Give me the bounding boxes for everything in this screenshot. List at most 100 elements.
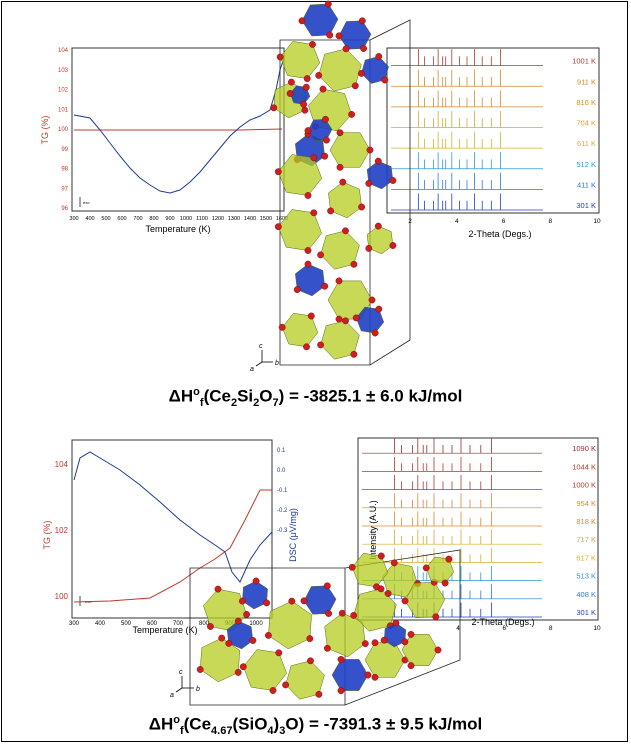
sio4-tetrahedron bbox=[338, 20, 372, 50]
ce-polyhedron bbox=[425, 556, 455, 584]
xrd-y-label-2: Intensity (A.U.) bbox=[368, 500, 378, 560]
oxygen-atom bbox=[371, 639, 379, 647]
oxygen-atom bbox=[196, 666, 204, 673]
ce-polyhedron bbox=[285, 660, 325, 700]
tg-tick-label: 104 bbox=[58, 48, 69, 54]
dsc-axis-label-2: DSC (μV/mg) bbox=[288, 508, 298, 562]
tg-tick-label: 103 bbox=[58, 68, 69, 74]
sio4-tetrahedron bbox=[301, 3, 339, 37]
oxygen-atom bbox=[441, 579, 449, 587]
oxygen-atom bbox=[390, 559, 398, 567]
x-tick-label: 800 bbox=[149, 216, 158, 222]
xrd-temperature-label: 611 K bbox=[577, 139, 596, 148]
tg-curve-1 bbox=[74, 128, 283, 131]
xrd-x-tick: 10 bbox=[593, 218, 601, 225]
oxygen-atom bbox=[358, 203, 365, 211]
axis-triad-1: c b a bbox=[250, 343, 279, 373]
oxygen-atom bbox=[282, 681, 289, 689]
tg-dsc-plot-2: 104 102 100 0.1 0.0 -0.1 -0.2 -0.3 300 400 500 60… bbox=[42, 439, 298, 635]
x-tick-label: 500 bbox=[101, 216, 110, 222]
oxygen-atom bbox=[336, 129, 344, 137]
oxygen-atom bbox=[335, 277, 343, 285]
tg-dsc-plot-1: 104 103 102 101 100 99 98 97 96 300 400 500 600 700 8… bbox=[40, 47, 288, 234]
xrd-temperature-label: 408 K bbox=[576, 590, 596, 599]
oxygen-atom bbox=[322, 115, 329, 123]
x-tick-label: 700 bbox=[173, 621, 184, 627]
oxygen-atom bbox=[342, 317, 349, 325]
ce-polyhedron bbox=[404, 581, 446, 619]
ce-polyhedron bbox=[278, 154, 322, 196]
axis-a-2: a bbox=[170, 692, 174, 699]
oxygen-atom bbox=[243, 610, 251, 618]
oxygen-atom bbox=[432, 613, 440, 621]
ce-polyhedron bbox=[243, 649, 287, 691]
oxygen-atom bbox=[326, 31, 334, 39]
ce-polyhedron bbox=[364, 642, 406, 678]
tg-tick-label: 96 bbox=[61, 206, 68, 212]
x-tick-label: 800 bbox=[199, 621, 210, 627]
xrd-temperature-label: 411 K bbox=[577, 180, 596, 189]
xrd-x-tick: 4 bbox=[456, 625, 460, 632]
dsc-tick-label: 0.1 bbox=[277, 448, 286, 454]
oxygen-atom bbox=[307, 657, 314, 665]
xrd-x-label-1: 2-Theta (Degs.) bbox=[468, 229, 531, 239]
oxygen-atom bbox=[264, 631, 272, 639]
x-tick-label: 1000 bbox=[180, 216, 192, 222]
oxygen-atom bbox=[407, 630, 415, 638]
oxygen-atom bbox=[377, 552, 385, 560]
x-tick-label: 700 bbox=[133, 216, 142, 222]
xrd-temperature-label: 911 K bbox=[577, 77, 596, 86]
equation-2: ΔHof(Ce4.67(SiO4)3O) = -7391.3 ± 9.5 kJ/… bbox=[148, 714, 483, 738]
x-tick-label: 1200 bbox=[212, 216, 224, 222]
oxygen-atom bbox=[288, 597, 296, 605]
x-tick-label: 900 bbox=[165, 216, 174, 222]
xrd-temperature-label: 617 K bbox=[576, 553, 596, 562]
axis-c-1: c bbox=[259, 343, 263, 350]
xrd-temperature-label: 1044 K bbox=[572, 462, 596, 471]
tg-tick-label: 102 bbox=[58, 88, 69, 94]
oxygen-atom bbox=[287, 78, 295, 86]
ce-polyhedron bbox=[329, 132, 371, 168]
x-tick-label: 1500 bbox=[260, 216, 272, 222]
oxygen-atom bbox=[306, 635, 314, 643]
xrd-x-label-2: 2-Theta (Degs.) bbox=[471, 617, 534, 627]
oxygen-atom bbox=[275, 649, 283, 657]
oxygen-atom bbox=[304, 260, 312, 268]
oxygen-atom bbox=[401, 638, 409, 646]
oxygen-atom bbox=[335, 32, 343, 40]
oxygen-atom bbox=[336, 163, 344, 171]
ce-polyhedron bbox=[366, 225, 394, 255]
oxygen-atom bbox=[298, 17, 306, 25]
tg-tick-label: 98 bbox=[61, 167, 68, 173]
x-tick-label: 400 bbox=[85, 216, 94, 222]
oxygen-atom bbox=[339, 178, 347, 186]
ce-polyhedron bbox=[353, 588, 397, 632]
oxygen-atom bbox=[358, 17, 366, 25]
oxygen-atom bbox=[325, 610, 332, 617]
oxygen-atom bbox=[315, 690, 323, 698]
oxygen-atom bbox=[304, 192, 312, 199]
oxygen-atom bbox=[368, 296, 376, 304]
oxygen-atom bbox=[371, 329, 379, 337]
ce-polyhedron bbox=[351, 552, 389, 588]
oxygen-atom bbox=[274, 223, 282, 231]
oxygen-atom bbox=[351, 82, 359, 90]
oxygen-atom bbox=[263, 599, 270, 607]
oxygen-atom bbox=[350, 611, 358, 619]
oxygen-atom bbox=[348, 111, 355, 118]
x-tick-label: 500 bbox=[121, 621, 132, 627]
oxygen-atom bbox=[301, 106, 309, 114]
axis-b-2: b bbox=[196, 686, 200, 693]
xrd-temperature-label: 512 K bbox=[576, 160, 596, 169]
oxygen-atom bbox=[422, 564, 430, 572]
oxygen-atom bbox=[392, 619, 400, 627]
oxygen-atom bbox=[357, 70, 365, 77]
xrd-temperature-label: 301 K bbox=[576, 608, 596, 617]
oxygen-atom bbox=[310, 209, 318, 217]
oxygen-atom bbox=[373, 583, 380, 591]
tg-tick-label: 102 bbox=[55, 526, 69, 535]
oxygen-atom bbox=[274, 168, 282, 176]
xrd-x-tick: 4 bbox=[455, 218, 459, 225]
oxygen-atom bbox=[445, 555, 453, 563]
